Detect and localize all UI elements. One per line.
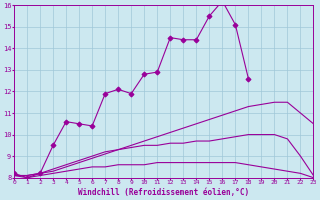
X-axis label: Windchill (Refroidissement éolien,°C): Windchill (Refroidissement éolien,°C) (78, 188, 249, 197)
